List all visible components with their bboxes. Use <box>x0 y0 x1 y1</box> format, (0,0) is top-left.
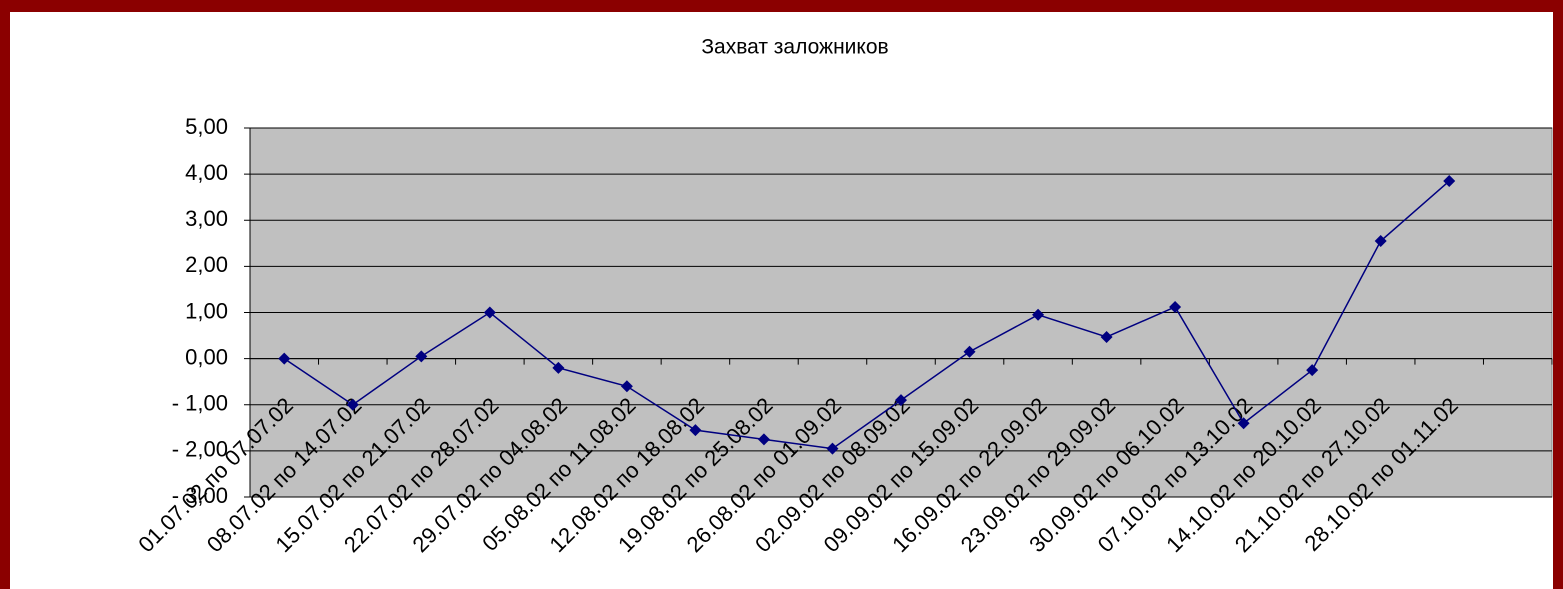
y-tick-label: 2,00 <box>185 252 228 277</box>
marker <box>963 345 976 358</box>
marker <box>1100 330 1113 343</box>
y-tick-label: 1,00 <box>185 298 228 323</box>
marker <box>826 442 839 455</box>
marker <box>552 361 565 374</box>
series-line <box>283 180 1450 450</box>
marker <box>483 306 496 319</box>
marker <box>1237 417 1250 430</box>
y-tick-label: - 2,00 <box>172 437 228 462</box>
marker <box>757 433 770 446</box>
marker <box>415 350 428 363</box>
marker <box>689 424 702 437</box>
y-tick-label: 0,00 <box>185 344 228 369</box>
marker <box>278 352 291 365</box>
marker <box>1032 308 1045 321</box>
y-tick-label: 3,00 <box>185 206 228 231</box>
y-tick-label: 5,00 <box>185 114 228 139</box>
chart-title: Захват заложников <box>701 36 888 59</box>
marker <box>1306 364 1319 377</box>
marker <box>1443 175 1456 188</box>
y-tick-label: 4,00 <box>185 160 228 185</box>
marker <box>346 398 359 411</box>
marker <box>895 394 907 407</box>
y-tick-label: - 3,00 <box>172 483 228 508</box>
marker <box>1169 300 1182 313</box>
marker <box>620 380 633 393</box>
marker <box>1374 235 1387 248</box>
y-tick-label: - 1,00 <box>172 391 228 416</box>
